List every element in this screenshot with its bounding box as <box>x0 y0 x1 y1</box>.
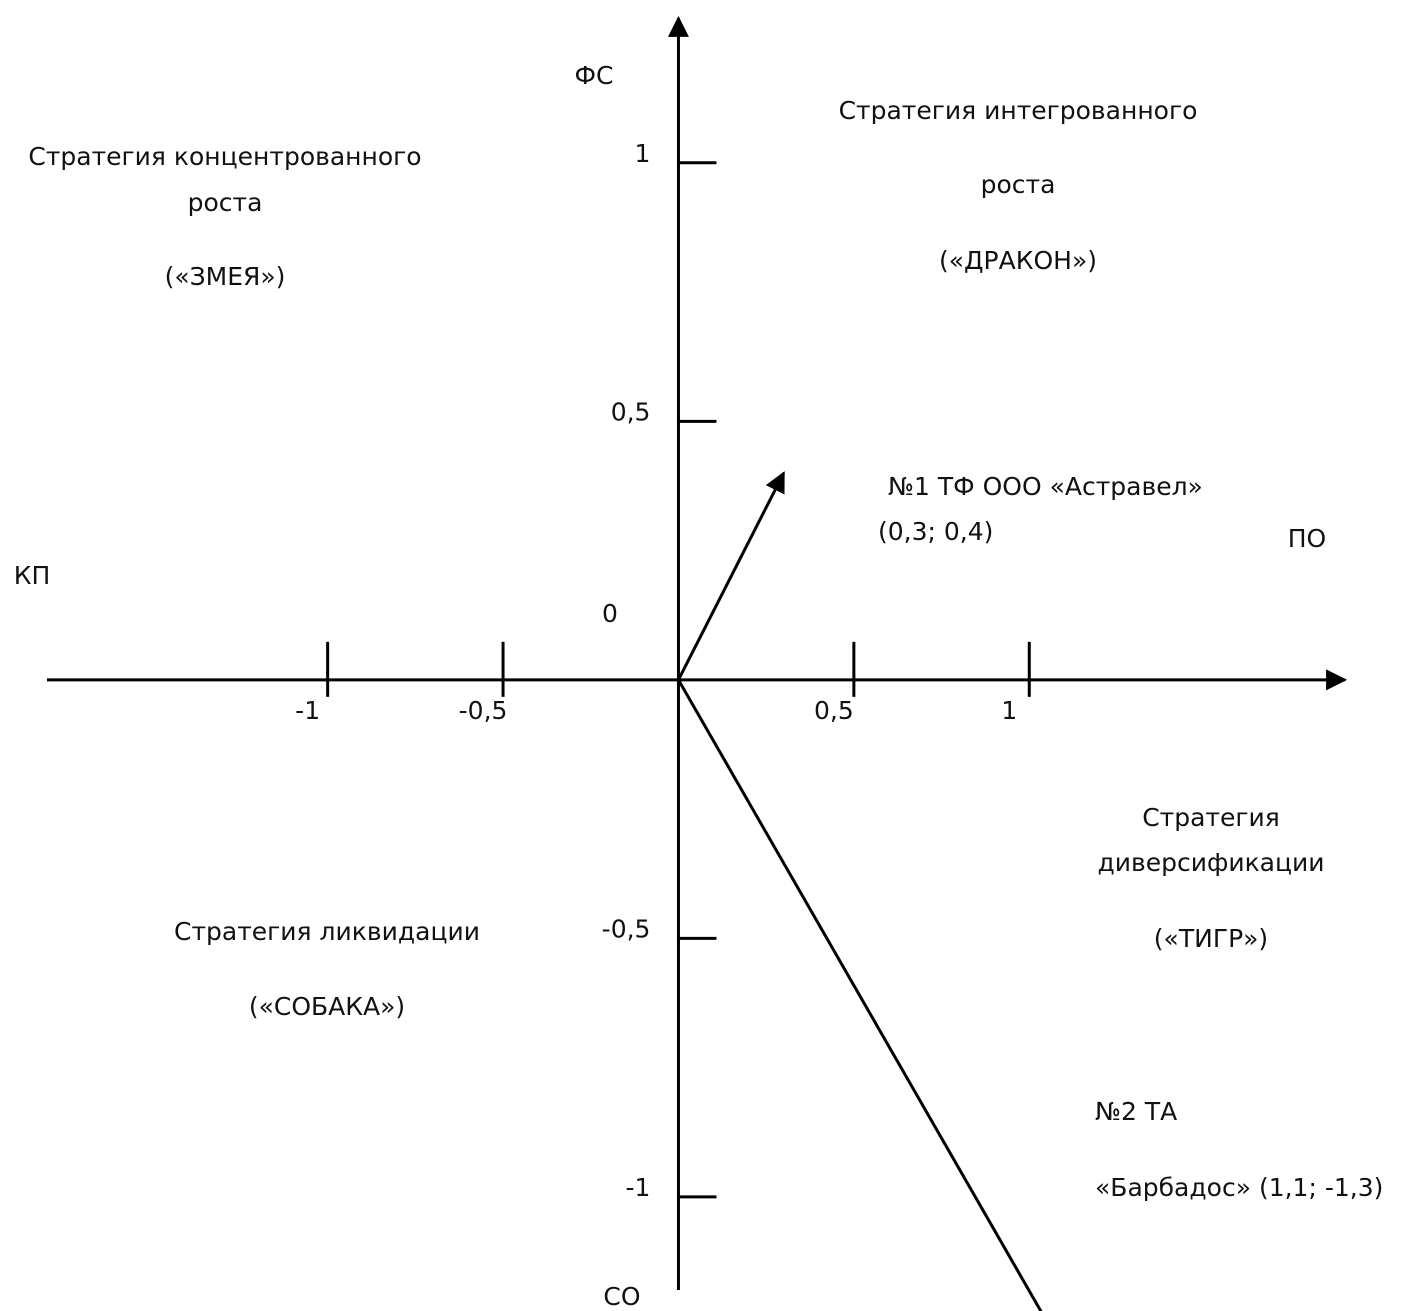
quadrant-text: Стратегия интегрованного <box>839 96 1198 125</box>
quadrant-text: («ЗМЕЯ») <box>165 262 286 291</box>
quadrant-text: роста <box>981 170 1056 199</box>
y-tick-label: -0,5 <box>602 914 651 943</box>
vector-name: №1 ТФ ООО «Астравел» <box>888 472 1203 501</box>
y-tick-label: 1 <box>635 139 651 168</box>
x-tick-label: 1 <box>1001 696 1017 725</box>
y-label-top: ФС <box>575 61 614 90</box>
quadrant-text: диверсификации <box>1097 848 1324 877</box>
y-tick-label: -1 <box>626 1173 651 1202</box>
quadrant-text: («СОБАКА») <box>249 992 405 1021</box>
quadrant-text: («ТИГР») <box>1154 924 1268 953</box>
quadrant-text: Стратегия ликвидации <box>174 917 480 946</box>
y-label-bottom: СО <box>603 1282 640 1311</box>
quadrant-text: («ДРАКОН») <box>939 246 1097 275</box>
vector <box>677 679 1043 1311</box>
x-tick-label: 0,5 <box>814 696 854 725</box>
quadrant-text: Стратегия <box>1142 803 1280 832</box>
x-label-right: ПО <box>1288 524 1326 553</box>
y-tick-label: 0,5 <box>611 397 651 426</box>
vector-name: №2 ТА <box>1095 1097 1177 1126</box>
quadrant-text: роста <box>188 188 263 217</box>
x-tick-label: -0,5 <box>459 696 508 725</box>
vector-label: «Барбадос» (1,1; -1,3) <box>1095 1173 1383 1202</box>
origin-label: 0 <box>602 599 618 628</box>
x-label-left: КП <box>14 561 51 590</box>
x-tick-label: -1 <box>295 696 320 725</box>
quadrant-text: Стратегия концентрованного <box>28 142 421 171</box>
vector <box>677 471 786 681</box>
vector-label: (0,3; 0,4) <box>878 517 993 546</box>
